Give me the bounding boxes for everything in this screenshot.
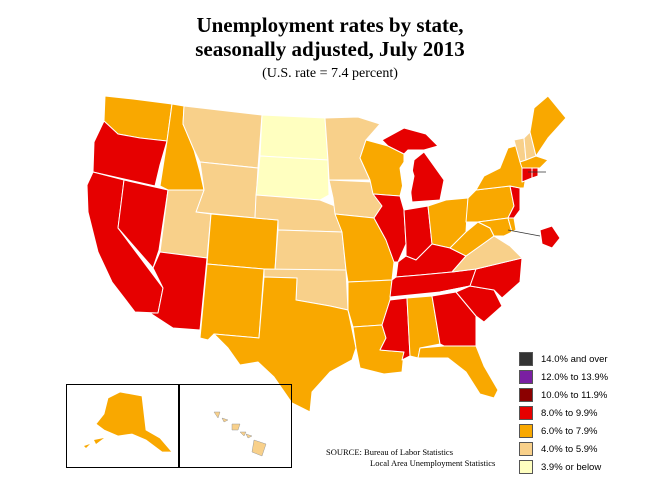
state-new-mexico [200, 264, 264, 340]
legend-swatch [519, 406, 533, 420]
source-note: SOURCE: Bureau of Labor Statistics Local… [326, 447, 495, 469]
legend-item: 10.0% to 11.9% [519, 386, 657, 404]
legend-item: 8.0% to 9.9% [519, 404, 657, 422]
legend-label: 8.0% to 9.9% [541, 408, 598, 419]
legend-item: 4.0% to 5.9% [519, 440, 657, 458]
legend-label: 6.0% to 7.9% [541, 426, 598, 437]
state-florida [418, 346, 498, 398]
state-south-dakota [256, 156, 329, 200]
legend-item: 6.0% to 7.9% [519, 422, 657, 440]
legend-label: 10.0% to 11.9% [541, 390, 607, 401]
legend-label: 4.0% to 5.9% [541, 444, 598, 455]
legend-item: 12.0% to 13.9% [519, 368, 657, 386]
source-line-2: Local Area Unemployment Statistics [326, 458, 495, 469]
state-connecticut [522, 168, 532, 182]
hawaii-inset-frame [178, 384, 292, 468]
state-pennsylvania [466, 186, 514, 222]
state-rhode-island [532, 168, 538, 178]
legend-swatch [519, 388, 533, 402]
legend-swatch [519, 352, 533, 366]
dc-leader-line [508, 230, 540, 236]
legend-swatch [519, 370, 533, 384]
state-kansas [275, 230, 346, 270]
source-line-1: SOURCE: Bureau of Labor Statistics [326, 447, 495, 458]
state-wyoming [196, 162, 258, 218]
legend-swatch [519, 460, 533, 474]
state-colorado [207, 214, 278, 270]
legend-item: 14.0% and over [519, 350, 657, 368]
legend: 14.0% and over 12.0% to 13.9% 10.0% to 1… [519, 350, 657, 476]
legend-item: 3.9% or below [519, 458, 657, 476]
legend-label: 14.0% and over [541, 354, 608, 365]
alaska-inset-frame [66, 384, 180, 468]
legend-swatch [519, 442, 533, 456]
state-north-dakota [260, 115, 328, 160]
legend-swatch [519, 424, 533, 438]
state-district-of-columbia [540, 226, 560, 248]
legend-label: 12.0% to 13.9% [541, 372, 608, 383]
state-maine [530, 96, 566, 156]
legend-label: 3.9% or below [541, 462, 601, 473]
